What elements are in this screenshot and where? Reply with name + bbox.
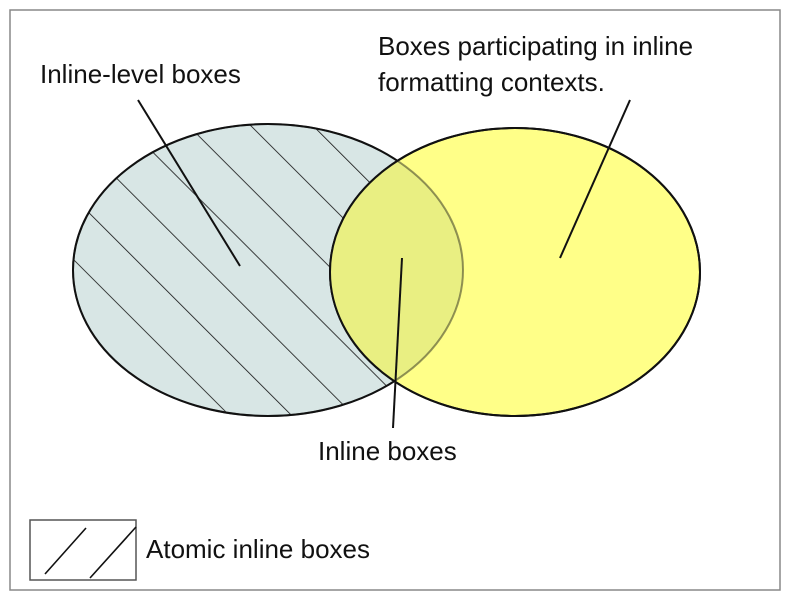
label-participating-line1: Boxes participating in inline: [378, 31, 693, 61]
leader-inline-level: [137, 99, 241, 267]
leader-inline-boxes: [392, 257, 403, 429]
inline-boxes-overlap: [330, 128, 463, 416]
inline-level-boxes-outline: [72, 123, 464, 417]
legend-hatch-line-1: [44, 527, 87, 575]
leader-participating: [559, 99, 631, 259]
participating-boxes-outline: [329, 127, 701, 417]
label-participating-line2: formatting contexts.: [378, 67, 605, 97]
legend-hatch-line-2: [89, 526, 137, 579]
legend: Atomic inline boxes: [29, 519, 370, 581]
legend-label-atomic: Atomic inline boxes: [146, 534, 370, 564]
label-inline-level-boxes: Inline-level boxes: [40, 59, 241, 89]
label-inline-boxes: Inline boxes: [318, 436, 457, 466]
legend-swatch: [29, 519, 137, 581]
